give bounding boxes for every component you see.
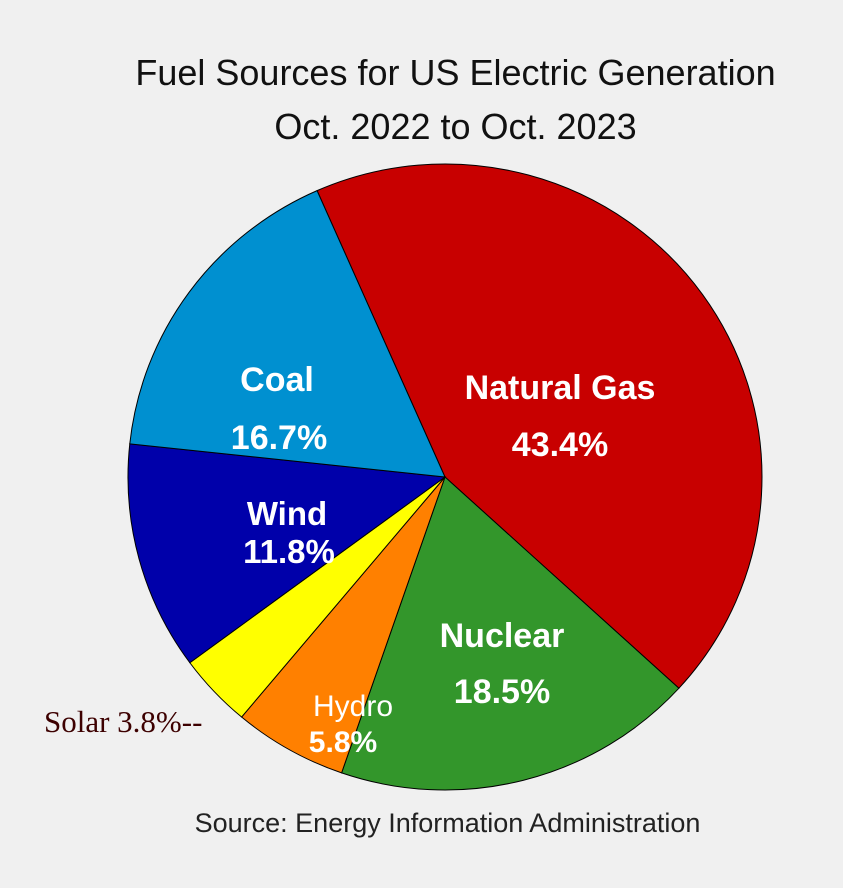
- source-note: Source: Energy Information Administratio…: [194, 808, 701, 838]
- pie-slice-nuclear: [340, 476, 680, 791]
- solar-callout-label: Solar 3.8%--: [44, 704, 202, 739]
- pie-slice-wind: [127, 443, 447, 664]
- wind-name-label: Wind: [247, 495, 327, 532]
- pie-slices: [127, 163, 763, 791]
- natural-gas-name-label: Natural Gas: [465, 369, 656, 407]
- nuclear-value-label: 18.5%: [454, 673, 550, 711]
- coal-name-label: Coal: [240, 361, 314, 399]
- wind-value-label: 11.8%: [243, 533, 335, 570]
- pie-slice-natural-gas: [316, 163, 763, 689]
- chart-subtitle: Oct. 2022 to Oct. 2023: [274, 106, 637, 147]
- chart-title: Fuel Sources for US Electric Generation: [135, 52, 776, 93]
- pie-slice-coal: [129, 189, 446, 478]
- coal-value-label: 16.7%: [231, 419, 327, 457]
- natural-gas-value-label: 43.4%: [512, 426, 608, 464]
- hydro-value-label: 5.8%: [309, 726, 377, 759]
- hydro-name-label: Hydro: [313, 690, 393, 723]
- nuclear-name-label: Nuclear: [440, 617, 565, 655]
